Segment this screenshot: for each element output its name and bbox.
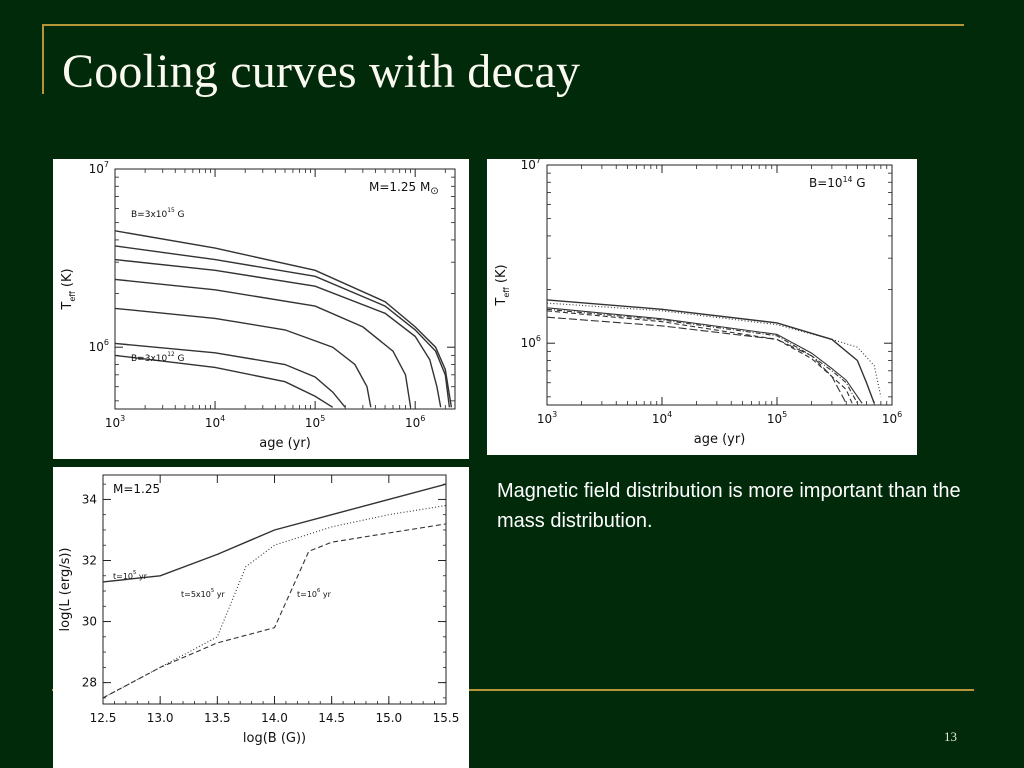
x-tick-label: 13.5 — [204, 711, 231, 725]
series-line-2 — [115, 245, 451, 408]
field-high-annotation: B=3x1015 G — [131, 208, 185, 220]
top-rule — [42, 24, 964, 26]
bottom-rule — [52, 689, 974, 691]
slide-number: 13 — [944, 729, 957, 744]
series-line-4 — [547, 310, 853, 404]
series-line-5 — [115, 307, 372, 408]
series-line-1 — [547, 299, 875, 404]
x-tick-label: 13.0 — [147, 711, 174, 725]
y-tick-label: 34 — [82, 492, 97, 506]
series-line-7 — [115, 354, 334, 408]
x-tick-label: 14.5 — [318, 711, 345, 725]
y-tick-label: 32 — [82, 553, 97, 567]
mass-annotation: M=1.25 — [113, 482, 160, 496]
x-tick-label: 105 — [305, 414, 325, 430]
cooling-chart-field: 103 104 105 106 106 107 age (yr) Teff (K) B=1014… — [494, 159, 902, 447]
left-rule — [42, 24, 44, 94]
time-label-3: t=106 yr — [297, 588, 332, 599]
body-text: Magnetic field distribution is more impo… — [497, 480, 961, 532]
x-axis-label: age (yr) — [259, 436, 311, 451]
x-tick-label: 15.0 — [375, 711, 402, 725]
series-line-3 — [547, 308, 858, 404]
x-tick-label: 103 — [537, 410, 557, 426]
y-tick-label: 106 — [521, 334, 541, 350]
chart-panel-luminosity: 12.5 13.0 13.5 14.0 14.5 15.0 15.5 28 30 32 34 log(… — [53, 467, 469, 768]
y-axis-label: log(L (erg/s)) — [58, 548, 73, 632]
x-tick-label: 104 — [652, 410, 672, 426]
series-line-2 — [547, 302, 882, 397]
series-line-1 — [103, 483, 446, 583]
series-line-5 — [547, 307, 863, 404]
series-line-6 — [115, 342, 346, 408]
x-tick-label: 103 — [105, 414, 125, 430]
x-tick-label: 105 — [767, 410, 787, 426]
series-line-4 — [115, 278, 412, 408]
time-label-1: t=105 yr — [113, 570, 148, 581]
series-line-2 — [103, 504, 446, 699]
series-line-1 — [115, 230, 453, 408]
time-label-2: t=5x105 yr — [181, 588, 225, 599]
x-tick-label: 104 — [205, 414, 225, 430]
y-tick-label: 28 — [82, 676, 97, 690]
x-axis-label: age (yr) — [694, 432, 746, 447]
series-line-3 — [103, 523, 446, 699]
x-tick-label: 14.0 — [261, 711, 288, 725]
x-tick-label: 15.5 — [433, 711, 460, 725]
x-tick-label: 106 — [405, 414, 425, 430]
plot-frame — [546, 164, 893, 406]
series-line-3 — [115, 258, 442, 408]
mass-annotation: M=1.25 M⊙ — [369, 180, 439, 197]
chart-panel-field: 103 104 105 106 106 107 age (yr) Teff (K) B=1014… — [487, 159, 917, 455]
y-tick-label: 30 — [82, 615, 97, 629]
slide-title: Cooling curves with decay — [62, 45, 581, 98]
y-axis-label: Teff (K) — [494, 264, 511, 306]
x-tick-label: 106 — [882, 410, 902, 426]
luminosity-chart: 12.5 13.0 13.5 14.0 14.5 15.0 15.5 28 30 32 34 log(… — [58, 474, 460, 746]
y-tick-label: 107 — [521, 159, 541, 172]
series-line-6 — [547, 316, 847, 404]
y-axis-label: Teff (K) — [60, 268, 77, 310]
y-tick-label: 107 — [89, 160, 109, 176]
cooling-chart-mass: 103 104 105 106 106 107 age (yr) Teff (K) M=1.25… — [60, 160, 456, 451]
field-low-annotation: B=3x1012 G — [131, 352, 185, 364]
field-annotation: B=1014 G — [809, 175, 866, 190]
x-axis-label: log(B (G)) — [243, 731, 306, 746]
chart-panel-mass: 103 104 105 106 106 107 age (yr) Teff (K) M=1.25… — [53, 159, 469, 459]
plot-frame — [102, 474, 447, 705]
x-tick-label: 12.5 — [90, 711, 117, 725]
y-tick-label: 106 — [89, 338, 109, 354]
